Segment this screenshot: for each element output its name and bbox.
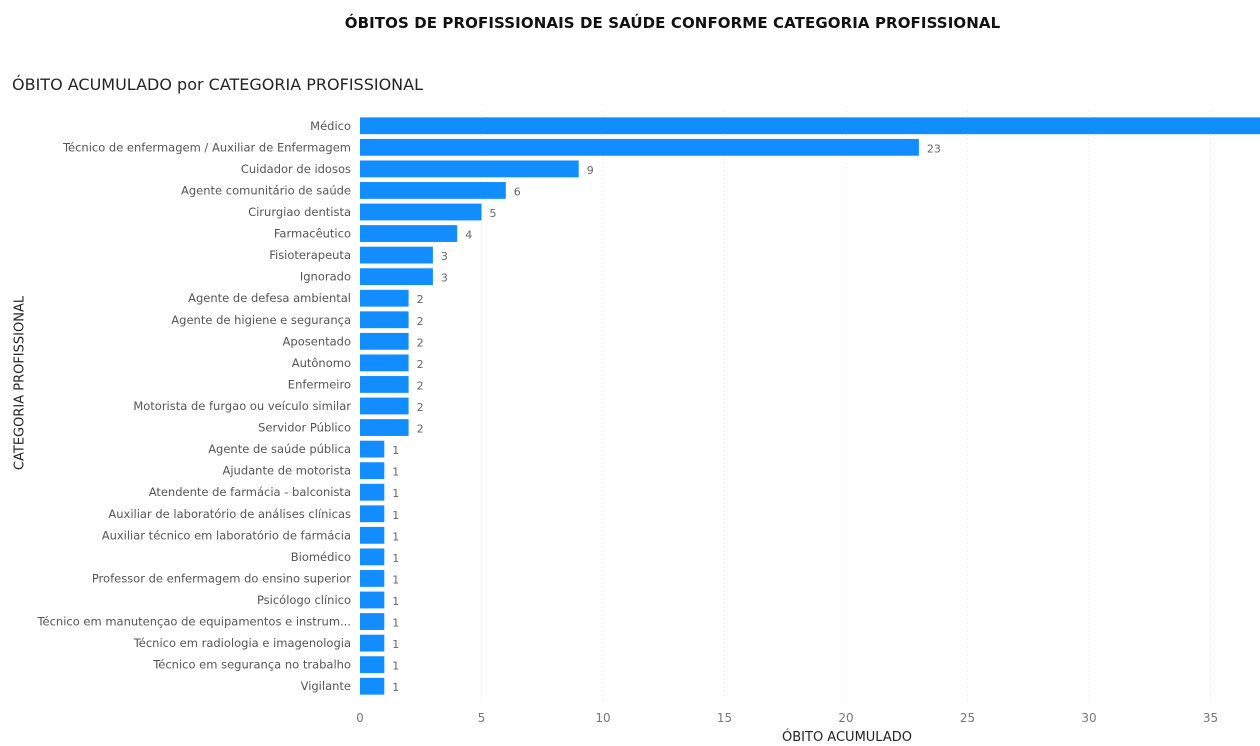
data-label: 2 [417,358,424,371]
gridlines [481,111,1211,701]
category-label: Fisioterapeuta [269,248,351,262]
bar[interactable] [360,483,385,501]
category-label: Farmacêutico [274,227,351,241]
category-label: Auxiliar técnico em laboratório de farmá… [102,528,351,542]
data-label: 1 [392,638,399,651]
category-label: Biomédico [291,550,351,564]
bar[interactable] [360,440,385,458]
x-tick-label: 30 [1081,711,1096,725]
data-label: 6 [514,185,521,198]
data-label: 23 [927,142,941,155]
data-label: 1 [392,466,399,479]
bar[interactable] [360,526,385,544]
data-label: 3 [441,250,448,263]
category-label: Técnico em radiologia e imagenologia [133,636,351,650]
category-label: Ignorado [300,270,351,284]
bar[interactable] [360,117,1260,135]
category-label: Auxiliar de laboratório de análises clín… [108,507,351,521]
bar[interactable] [360,591,385,609]
value-labels: 39239654332222222111111111111 [392,142,941,694]
category-label: Agente de higiene e segurança [171,313,351,327]
x-tick-label: 5 [478,711,486,725]
category-label: Ajudante de motorista [222,464,351,478]
category-label: Aposentado [283,334,351,348]
bars [360,117,1260,695]
data-label: 2 [417,336,424,349]
category-label: Agente de saúde pública [208,442,351,456]
category-label: Psicólogo clínico [257,593,351,607]
chart-title: ÓBITO ACUMULADO por CATEGORIA PROFISSION… [12,75,423,94]
category-label: Médico [310,119,351,133]
data-label: 2 [417,315,424,328]
bar[interactable] [360,203,482,221]
data-label: 1 [392,573,399,586]
bar[interactable] [360,311,409,329]
bar[interactable] [360,677,385,695]
data-label: 4 [465,229,472,242]
category-label: Agente comunitário de saúde [181,183,351,197]
bar[interactable] [360,138,919,156]
bar[interactable] [360,505,385,523]
category-label: Técnico em manutençao de equipamentos e … [36,615,351,629]
category-label: Professor de enfermagem do ensino superi… [92,571,351,585]
data-label: 2 [417,293,424,306]
category-labels: Médico Técnico de enfermagem / Auxiliar d… [36,119,351,693]
data-label: 1 [392,617,399,630]
bar[interactable] [360,570,385,587]
bar[interactable] [360,225,458,242]
category-label: Técnico de enfermagem / Auxiliar de Enfe… [62,140,351,154]
x-tick-label: 15 [717,711,732,725]
category-label: Enfermeiro [288,377,351,391]
x-tick-label: 25 [960,711,975,725]
data-label: 1 [392,681,399,694]
category-label: Agente de defesa ambiental [188,291,351,305]
data-label: 2 [417,423,424,436]
data-label: 1 [392,552,399,565]
x-axis-title: ÓBITO ACUMULADO [782,730,912,745]
data-label: 1 [392,595,399,608]
x-tick-label: 0 [356,711,364,725]
category-label: Técnico em segurança no trabalho [152,658,351,672]
data-label: 1 [392,444,399,457]
bar[interactable] [360,289,409,307]
category-label: Motorista de furgao ou veículo similar [133,399,351,413]
bar[interactable] [360,332,409,350]
category-label: Servidor Público [258,421,351,435]
bar[interactable] [360,246,433,264]
category-label: Atendente de farmácia - balconista [149,485,351,499]
bar[interactable] [360,548,385,566]
data-label: 2 [417,401,424,414]
bar[interactable] [360,160,579,178]
data-label: 3 [441,272,448,285]
data-label: 1 [392,509,399,522]
category-label: Autônomo [292,356,351,370]
bar[interactable] [360,462,385,480]
data-label: 1 [392,530,399,543]
data-label: 5 [490,207,497,220]
bar[interactable] [360,634,385,652]
data-label: 1 [392,660,399,673]
bar[interactable] [360,613,385,630]
bar[interactable] [360,268,433,286]
bar[interactable] [360,376,409,393]
category-label: Cirurgiao dentista [248,205,351,219]
bar[interactable] [360,182,506,199]
category-label: Vigilante [301,679,351,693]
x-axis-ticks: 0 5 10 15 20 25 30 35 [356,711,1218,725]
bar[interactable] [360,656,385,674]
data-label: 2 [417,379,424,392]
data-label: 1 [392,487,399,500]
bar[interactable] [360,397,409,415]
x-tick-label: 10 [595,711,610,725]
x-tick-label: 35 [1203,711,1218,725]
bar[interactable] [360,354,409,372]
x-tick-label: 20 [838,711,853,725]
category-label: Cuidador de idosos [241,162,351,176]
bar[interactable] [360,419,409,436]
data-label: 9 [587,164,594,177]
page-title: ÓBITOS DE PROFISSIONAIS DE SAÚDE CONFORM… [344,14,1001,32]
